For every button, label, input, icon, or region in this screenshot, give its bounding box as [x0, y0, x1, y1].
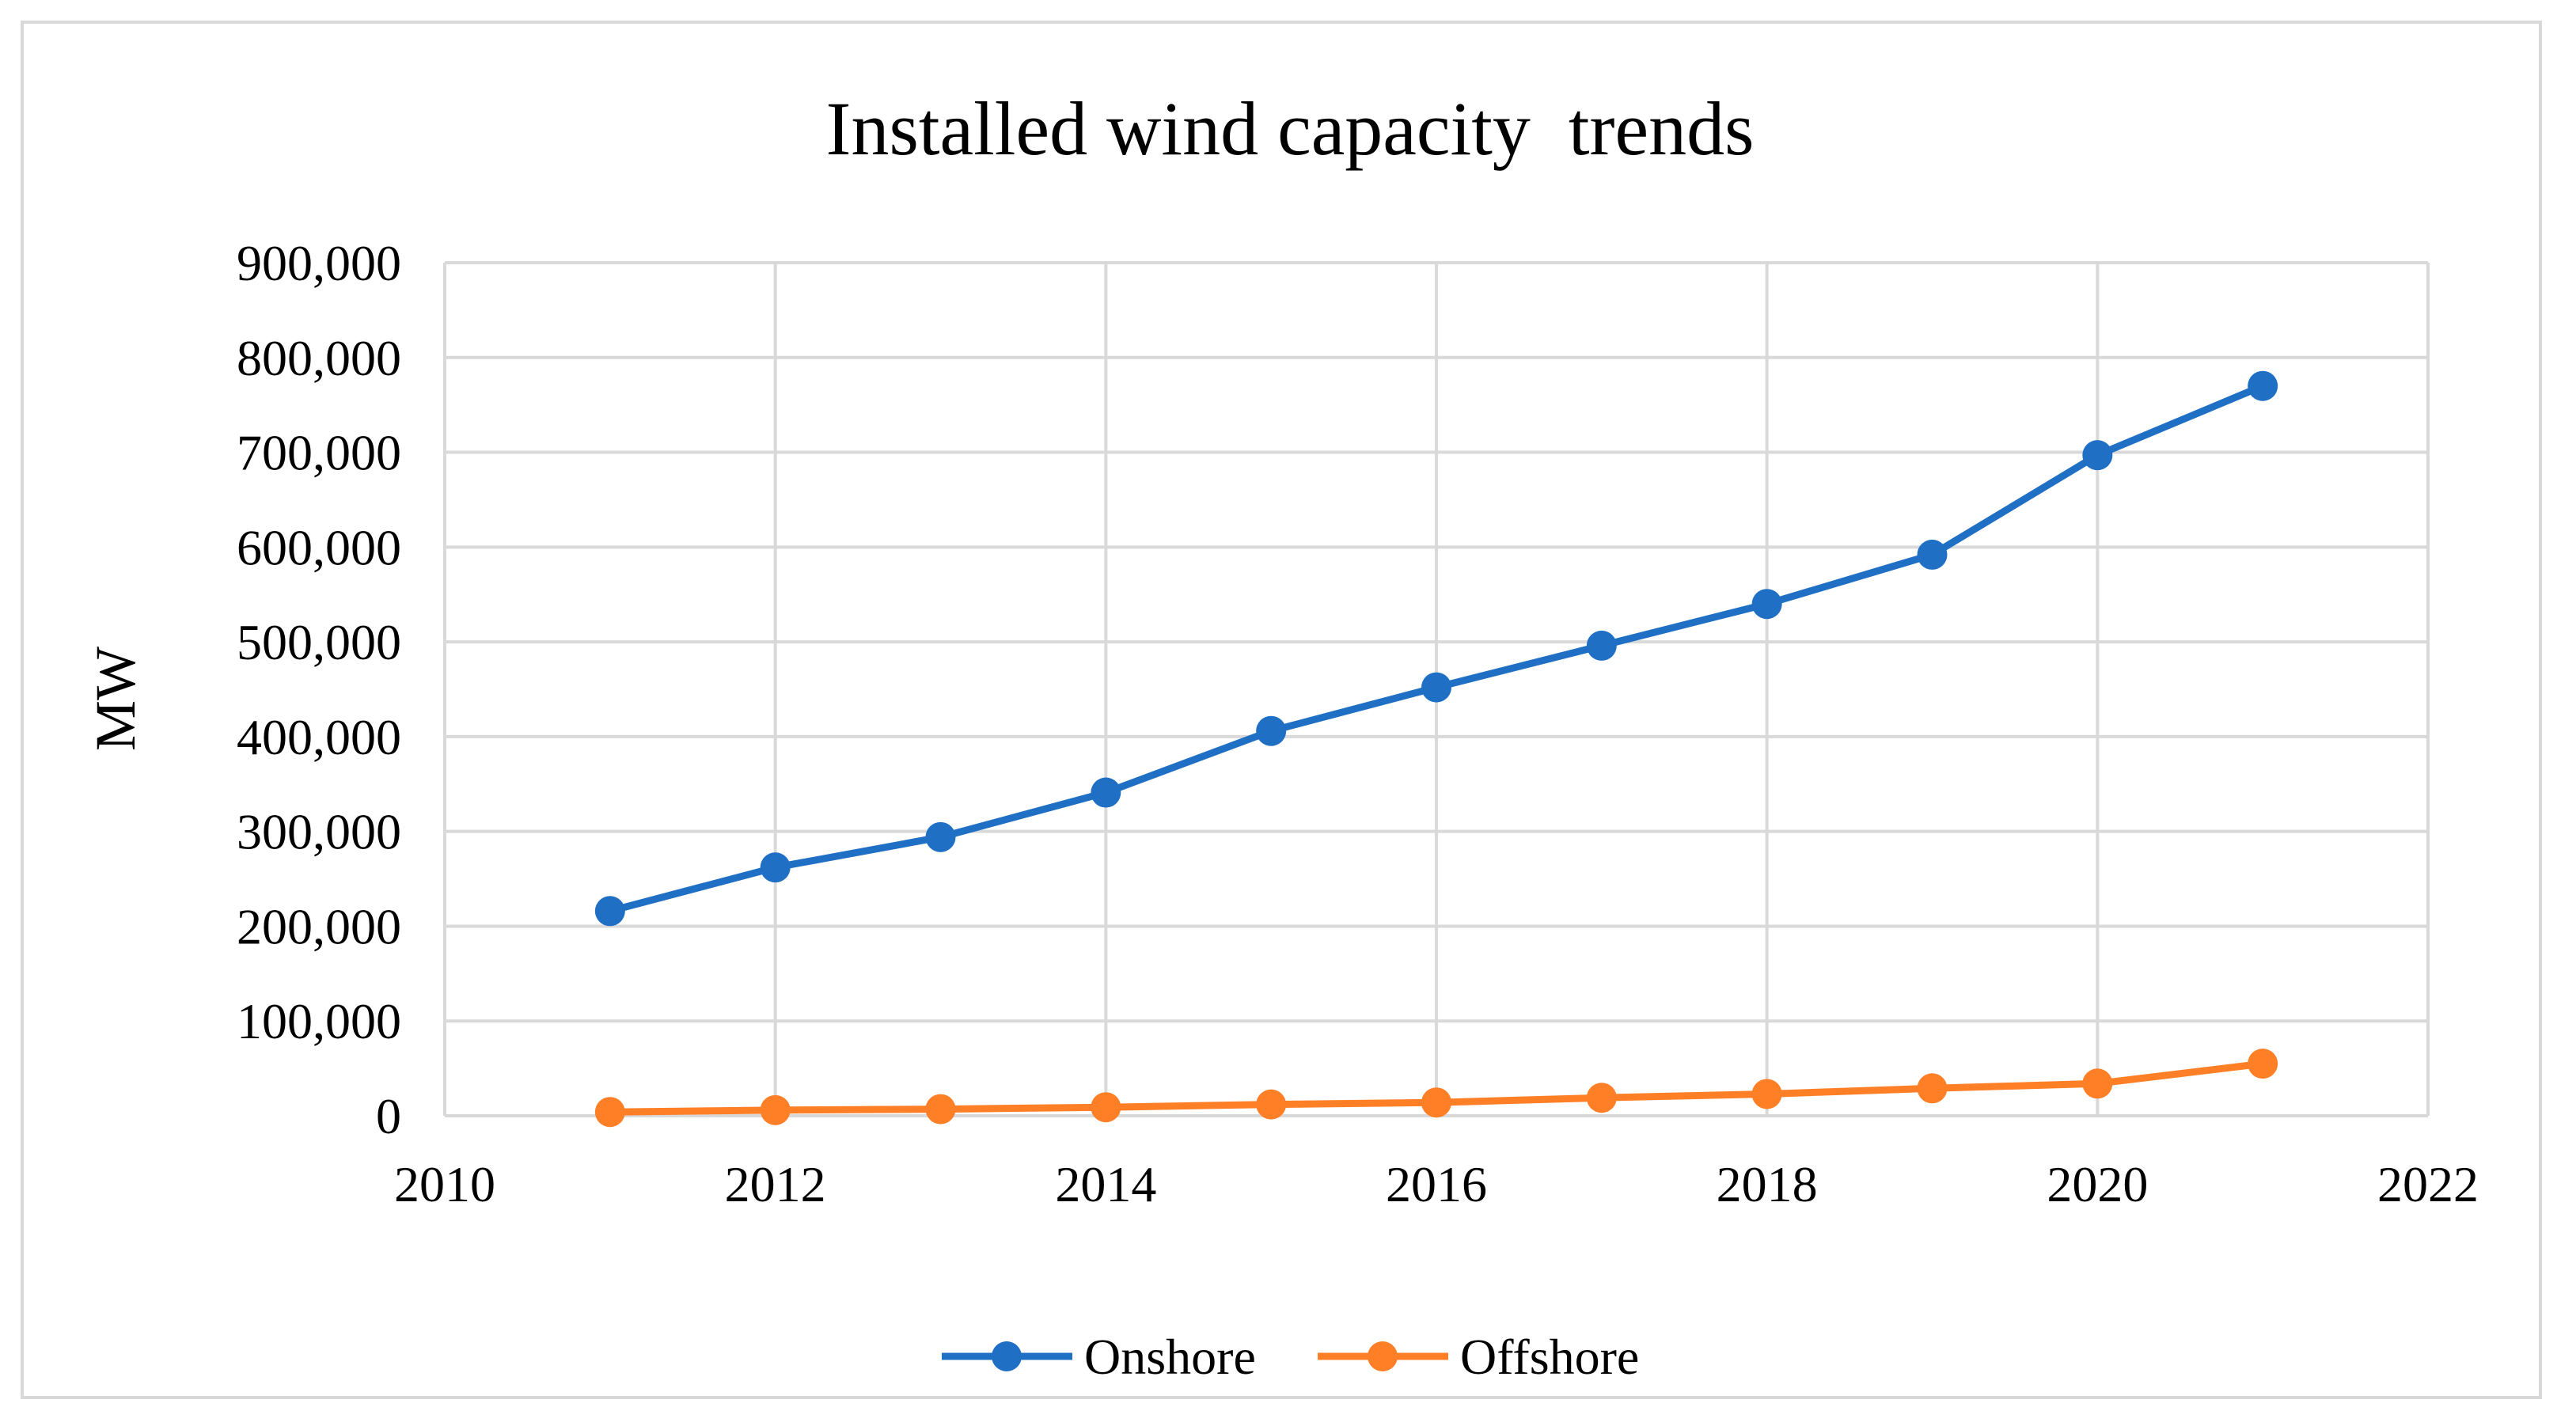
- data-point-offshore: [760, 1094, 791, 1125]
- chart-frame: [21, 21, 2542, 1399]
- data-point-onshore: [1917, 539, 1948, 570]
- data-point-offshore: [2082, 1068, 2113, 1099]
- legend-item-onshore: Onshore: [942, 1329, 1256, 1385]
- data-point-onshore: [2082, 440, 2113, 471]
- y-tick-label: 200,000: [237, 898, 401, 954]
- x-tick-label: 2016: [1386, 1156, 1487, 1212]
- x-tick-label: 2014: [1055, 1156, 1156, 1212]
- x-tick-label: 2020: [2047, 1156, 2148, 1212]
- data-point-offshore: [1421, 1087, 1451, 1118]
- legend-item-offshore: Offshore: [1318, 1329, 1639, 1385]
- legend-swatch-marker: [1368, 1341, 1398, 1371]
- data-point-onshore: [760, 852, 791, 883]
- x-tick-label: 2018: [1717, 1156, 1818, 1212]
- data-point-offshore: [1586, 1083, 1617, 1113]
- series-offshore: [594, 1049, 2278, 1128]
- y-tick-label: 900,000: [237, 235, 401, 291]
- series-group: [594, 370, 2278, 1128]
- y-tick-label: 300,000: [237, 804, 401, 860]
- data-point-offshore: [2248, 1049, 2278, 1079]
- legend-label: Onshore: [1084, 1329, 1256, 1385]
- y-tick-label: 700,000: [237, 425, 401, 481]
- grid-lines: [443, 261, 2430, 1117]
- chart-title: Installed wind capacity trends: [826, 86, 1755, 171]
- data-point-onshore: [1751, 589, 1782, 620]
- x-axis-ticks: 2010 2012 2014 2016 2018 2020 2022: [394, 1156, 2479, 1212]
- data-point-offshore: [1256, 1089, 1287, 1120]
- legend-swatch-marker: [992, 1341, 1022, 1371]
- x-tick-label: 2010: [394, 1156, 495, 1212]
- data-point-onshore: [1586, 630, 1617, 661]
- legend-label: Offshore: [1460, 1329, 1639, 1385]
- data-point-onshore: [1421, 672, 1451, 703]
- y-tick-label: 100,000: [237, 993, 401, 1049]
- data-point-offshore: [1751, 1079, 1782, 1109]
- y-axis-title: MW: [84, 647, 147, 751]
- data-point-onshore: [594, 896, 625, 927]
- data-point-onshore: [925, 821, 956, 852]
- y-tick-label: 500,000: [237, 614, 401, 670]
- x-tick-label: 2022: [2377, 1156, 2479, 1212]
- data-point-offshore: [925, 1094, 956, 1124]
- data-point-onshore: [1256, 715, 1287, 746]
- data-point-offshore: [1917, 1073, 1948, 1104]
- y-axis-ticks: 0 100,000 200,000 300,000 400,000 500,000 600,…: [237, 235, 401, 1144]
- legend: Onshore Offshore: [942, 1329, 1639, 1385]
- series-onshore: [594, 370, 2278, 927]
- data-point-offshore: [594, 1097, 625, 1128]
- data-point-onshore: [1091, 777, 1121, 808]
- data-point-offshore: [1091, 1092, 1121, 1123]
- x-tick-label: 2012: [725, 1156, 826, 1212]
- y-tick-label: 400,000: [237, 709, 401, 765]
- y-tick-label: 800,000: [237, 330, 401, 386]
- data-point-onshore: [2248, 370, 2278, 401]
- y-tick-label: 0: [376, 1088, 401, 1144]
- y-tick-label: 600,000: [237, 519, 401, 575]
